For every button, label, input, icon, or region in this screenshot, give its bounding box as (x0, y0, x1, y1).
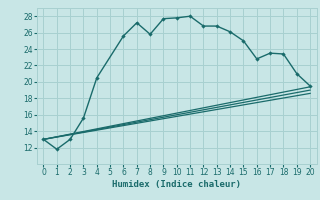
X-axis label: Humidex (Indice chaleur): Humidex (Indice chaleur) (112, 180, 241, 189)
